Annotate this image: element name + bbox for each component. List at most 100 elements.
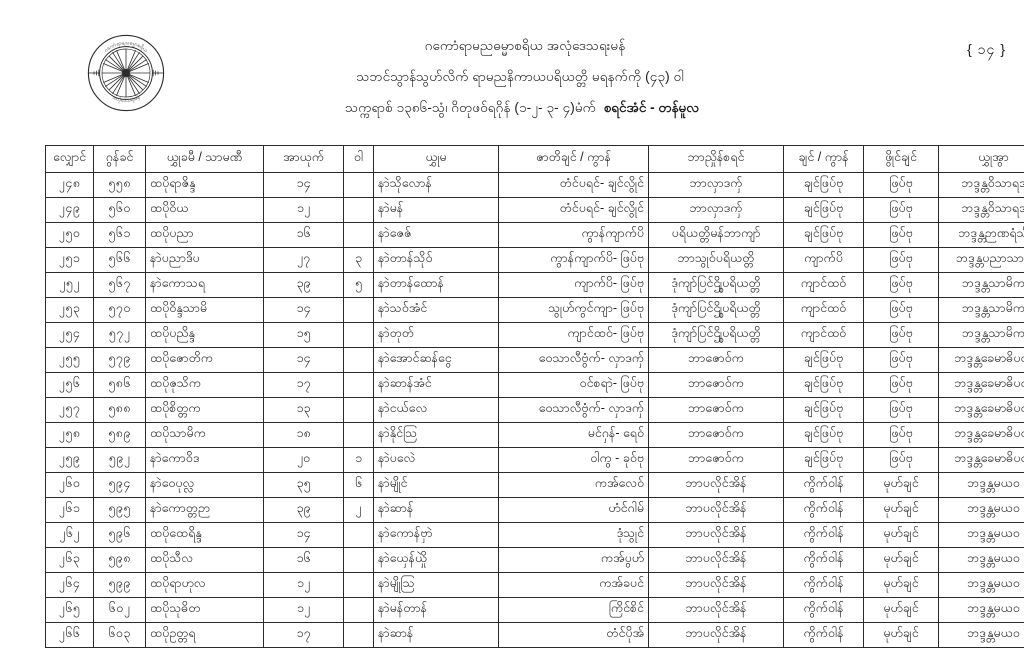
cell-wa (344, 323, 374, 348)
cell-age: ၃၉ (264, 498, 344, 523)
cell-age: ၁၅ (264, 323, 344, 348)
cell-parent: နာဲယှေန်ယှိုဲ (374, 548, 499, 573)
cell-reg-no: ၅၉၈ (94, 548, 146, 573)
column-header-wa: ဝါ (344, 146, 374, 173)
cell-serial: ၂၄၈ (46, 173, 94, 198)
cell-wa: ၂ (344, 498, 374, 523)
table-row: ၂၆၄၅၉၉ထပိုရာဟုလ၁၂နာဲမျိုဩကအ်ခပင်ဘာပလိုင်… (46, 573, 1024, 598)
cell-serial: ၂၅၄ (46, 323, 94, 348)
cell-reg-no: ၅၉၅ (94, 498, 146, 523)
cell-district: ဖြပ်ဗု (864, 273, 939, 298)
cell-reg-no: ၅၈၆ (94, 373, 146, 398)
cell-name: နာဲကောတ္တဉာ (146, 498, 264, 523)
cell-age: ၁၄ (264, 348, 344, 373)
column-header-district: ဖွိုင်ချင် (864, 146, 939, 173)
page-header: ဂကောံရာမညဓမ္မာစရိယ အလုံဒေသရးမန် ဂကောံရာမ… (0, 0, 1024, 128)
cell-district: မုဟ်ချင် (864, 473, 939, 498)
cell-township: ကွိက်ဝါန် (784, 598, 864, 623)
cell-wa (344, 373, 374, 398)
cell-monastery: ဘာလှာဒကှ် (649, 173, 784, 198)
cell-origin: တံင်ပရင်- ချင်လွိုင် (499, 198, 649, 223)
cell-monastery: ပရိယတ္တိမန်ဘာကျာ် (649, 223, 784, 248)
column-header-age: အာယုက် (264, 146, 344, 173)
header-line-3-prefix: သက္ကရာစ် ၁၃၈၆-သွံ၊ ဂိတုဖဝ်ရဂိုန် (၁-၂- ၃… (345, 100, 596, 115)
cell-district: မုဟ်ချင် (864, 498, 939, 523)
header-title-block: ဂကောံရာမညဓမ္မာစရိယ အလုံဒေသရးမန် သဘင်သွာန… (200, 30, 840, 123)
table-row: ၂၆၂၅၉၆ထပိုထေရိန္ဒ၁၄နာဲကောန်ဗှာဲဒုံသွုင်ဘ… (46, 523, 1024, 548)
cell-wa (344, 173, 374, 198)
cell-monastery: ဒုံကျာ်ပြင်ဌွိုပရိယတ္တိ (649, 298, 784, 323)
cell-age: ၃၅ (264, 473, 344, 498)
cell-reg-no: ၅၉၂ (94, 448, 146, 473)
header-line-3-emphasis: စရင်အံင် - တန်မူလ (604, 100, 699, 115)
cell-teacher: ဘဒ္ဒန္တခေမာဓိပတိ (939, 398, 1024, 423)
cell-wa (344, 198, 374, 223)
cell-age: ၃၉ (264, 273, 344, 298)
table-row: ၂၅၉၅၉၂နာဲကောဝိဒ၂၀၁နာဲပလေဲဝါကွ - ခုဝ်ဗုဘာ… (46, 448, 1024, 473)
cell-parent: နာဲဆာန် (374, 498, 499, 523)
cell-wa: ၃ (344, 248, 374, 273)
cell-age: ၁၂ (264, 598, 344, 623)
cell-monastery: ဘာဇောဝ်က (649, 398, 784, 423)
cell-reg-no: ၅၆၁ (94, 223, 146, 248)
cell-township: ကွိက်ဝါန် (784, 498, 864, 523)
cell-wa: ၁ (344, 448, 374, 473)
organization-seal-icon: ဂကောံရာမညဓမ္မာစရိယ အလုံဒေသရးမန် (86, 33, 166, 113)
column-header-teacher: ယွှုအွာ (939, 146, 1024, 173)
cell-teacher: ဘဒ္ဒန္တမယဝ (939, 498, 1024, 523)
register-table-container: လျှောင် ဂွန်ခင် ယွှုခမီ / သာမဏီ အာယုက် ဝ… (45, 145, 981, 648)
cell-monastery: ဘာပလိုင်အိန် (649, 548, 784, 573)
cell-monastery: ဒုံကျာ်ပြင်ဌွိုပရိယတ္တိ (649, 273, 784, 298)
cell-origin: ကွာန်ကျာက်ပိ (499, 223, 649, 248)
table-row: ၂၆၀၅၉၄နာဲဝေပုလ္လ၃၅၆နာဲမျိုင်ကအ်လေဝ်ဘာပလိ… (46, 473, 1024, 498)
cell-serial: ၂၆၂ (46, 523, 94, 548)
cell-origin: ဝေသာလီဗွံက်- လှာဒကှ် (499, 398, 649, 423)
table-row: ၂၆၆၆၀၃ထပိုဥတ္တရ၁၇နာဲဆာန်တံင်ပိုအ်ဘာပလိုင… (46, 623, 1024, 648)
cell-parent: နာဲဆာန် (374, 623, 499, 648)
cell-teacher: ဘဒ္ဒန္တသာမိက (939, 298, 1024, 323)
cell-teacher: ဘဒ္ဒန္တမယဝ (939, 473, 1024, 498)
cell-reg-no: ၅၆၆ (94, 248, 146, 273)
cell-township: ချင်ဖြပ်ဗု (784, 173, 864, 198)
table-row: ၂၅၁၅၆၆နာဲပညာဒိပ၂၇၃နာဲတာန်သိုဝ်ကွာန်ကျာက်… (46, 248, 1024, 273)
cell-name: နာဲဝေပုလ္လ (146, 473, 264, 498)
cell-district: မုဟ်ချင် (864, 573, 939, 598)
cell-teacher: ဘဒ္ဒန္တဉာဏရံသီ (939, 223, 1024, 248)
cell-teacher: ဘဒ္ဒန္တဝိသာရဒ (939, 198, 1024, 223)
column-header-name: ယွှုခမီ / သာမဏီ (146, 146, 264, 173)
table-row: ၂၆၅၆၀၂ထပိုသုဓိတ၁၂နာဲမန်တာန်ကြိင်စိင်ဘာပလ… (46, 598, 1024, 623)
cell-teacher: ဘဒ္ဒန္တမယဝ (939, 548, 1024, 573)
cell-parent: နာဲပလေဲ (374, 448, 499, 473)
cell-name: ထပိုသုဓိတ (146, 598, 264, 623)
cell-name: ထပိုသာမိက (146, 423, 264, 448)
cell-monastery: ဘာပလိုင်အိန် (649, 623, 784, 648)
cell-name: ထပိုဥတ္တရ (146, 623, 264, 648)
cell-name: နာဲကောသရ (146, 273, 264, 298)
cell-serial: ၂၆၄ (46, 573, 94, 598)
cell-origin: တံင်ပိုအ် (499, 623, 649, 648)
cell-origin: သွုဟ်ကွင်ကျာ- ဖြပ်ဗု (499, 298, 649, 323)
cell-teacher: ဘဒ္ဒန္တမယဝ (939, 598, 1024, 623)
cell-teacher: ဘဒ္ဒန္တခေမာဓိပတိ (939, 348, 1024, 373)
cell-serial: ၂၆၅ (46, 598, 94, 623)
cell-origin: ကြိင်စိင် (499, 598, 649, 623)
cell-name: ထပိုဝိန္ဒသာမိ (146, 298, 264, 323)
cell-district: ဖြပ်ဗု (864, 448, 939, 473)
cell-township: ကျာင်ထဝ် (784, 323, 864, 348)
cell-district: ဖြပ်ဗု (864, 398, 939, 423)
cell-name: ထပိုဇုသိက (146, 373, 264, 398)
cell-name: ထပိုရာဟုလ (146, 573, 264, 598)
cell-teacher: ဘဒ္ဒန္တမယဝ (939, 623, 1024, 648)
cell-name: ထပိုထေရိန္ဒ (146, 523, 264, 548)
column-header-serial: လျှောင် (46, 146, 94, 173)
cell-name: ထပိုသီလ (146, 548, 264, 573)
cell-origin: တံင်ပရင်- ချင်လွိုင် (499, 173, 649, 198)
cell-teacher: ဘဒ္ဒန္တဝိသာရဒ (939, 173, 1024, 198)
cell-monastery: ဘာပလိုင်အိန် (649, 498, 784, 523)
register-table: လျှောင် ဂွန်ခင် ယွှုခမီ / သာမဏီ အာယုက် ဝ… (45, 145, 1024, 648)
header-line-2: သဘင်သွာန်သွဟ်လိက် ရာမညနိကာယပရိယတ္တိ မရနက… (200, 61, 840, 92)
cell-reg-no: ၆၀၂ (94, 598, 146, 623)
cell-reg-no: ၆၀၃ (94, 623, 146, 648)
cell-district: ဖြပ်ဗု (864, 248, 939, 273)
cell-parent: နာဲနိုင်ဩ (374, 423, 499, 448)
